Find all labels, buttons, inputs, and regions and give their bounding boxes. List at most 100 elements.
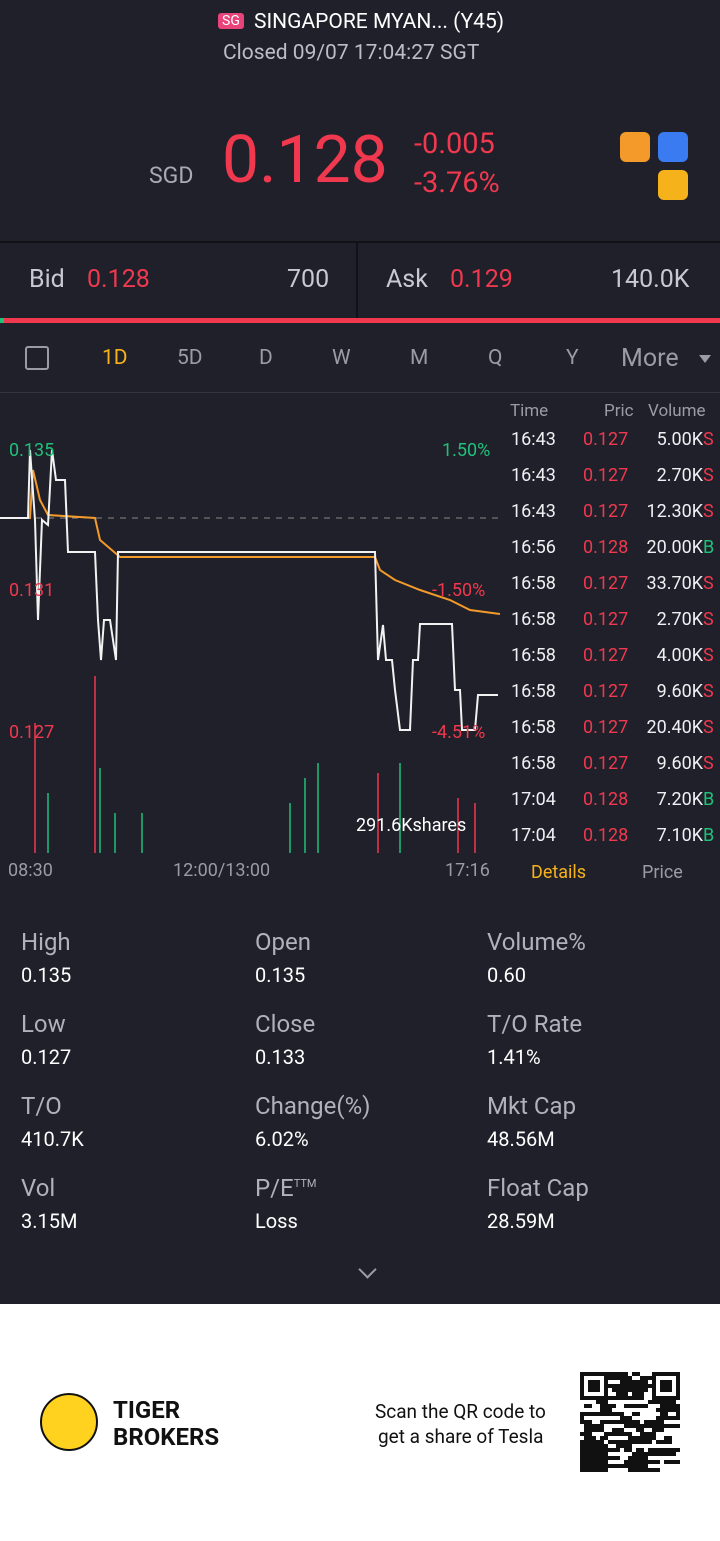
period-tab[interactable]: Q xyxy=(488,346,503,370)
qr-module xyxy=(616,1376,620,1380)
qr-module xyxy=(604,1456,608,1460)
quote-panel xyxy=(0,0,720,1304)
period-tab[interactable]: More xyxy=(621,344,679,373)
qr-module xyxy=(604,1468,608,1472)
qr-module xyxy=(624,1416,628,1420)
qr-module xyxy=(640,1452,644,1456)
qr-module xyxy=(628,1456,632,1460)
period-tab[interactable]: 1D xyxy=(102,346,128,370)
qr-module xyxy=(624,1384,628,1388)
icon[interactable] xyxy=(620,132,650,162)
qr-module xyxy=(668,1380,672,1384)
qr-module xyxy=(620,1380,624,1384)
qr-module xyxy=(644,1432,648,1436)
separator xyxy=(0,241,720,243)
icon[interactable] xyxy=(658,170,688,200)
qr-module xyxy=(676,1416,680,1420)
qr-module xyxy=(616,1432,620,1436)
qr-module xyxy=(656,1452,660,1456)
qr-module xyxy=(592,1456,596,1460)
trade-volume: 7.10K xyxy=(656,825,703,846)
qr-module xyxy=(668,1424,672,1428)
more-caret[interactable] xyxy=(699,355,711,363)
qr-module xyxy=(644,1384,648,1388)
qr-module xyxy=(620,1432,624,1436)
qr-module xyxy=(636,1436,640,1440)
qr-module xyxy=(604,1404,608,1408)
qr-module xyxy=(600,1396,604,1400)
period-tab[interactable]: W xyxy=(332,346,351,370)
qr-module xyxy=(640,1388,644,1392)
qr-module xyxy=(600,1456,604,1460)
period-tab[interactable]: Y xyxy=(566,346,579,370)
qr-module xyxy=(580,1380,584,1384)
qr-module xyxy=(664,1388,668,1392)
trade-side: S xyxy=(703,717,714,738)
qr-module xyxy=(644,1460,648,1464)
qr-module xyxy=(660,1384,664,1388)
qr-module xyxy=(624,1444,628,1448)
qr-module xyxy=(592,1448,596,1452)
trades-tab[interactable]: Price xyxy=(642,862,683,883)
qr-module xyxy=(588,1440,592,1444)
qr-module xyxy=(604,1420,608,1424)
qr-module xyxy=(668,1388,672,1392)
qr-module xyxy=(580,1376,584,1380)
qr-module xyxy=(588,1420,592,1424)
bid-ask-bar xyxy=(0,318,4,323)
qr-module xyxy=(672,1408,676,1412)
qr-module xyxy=(632,1372,636,1376)
qr-module xyxy=(644,1436,648,1440)
trade-time: 17:04 xyxy=(511,825,556,846)
qr-module xyxy=(664,1384,668,1388)
qr-module xyxy=(660,1408,664,1412)
qr-module xyxy=(596,1388,600,1392)
percent-axis-label: -1.50% xyxy=(432,580,486,601)
period-tab[interactable]: 5D xyxy=(177,346,203,370)
trade-time: 16:43 xyxy=(511,465,556,486)
trade-time: 16:58 xyxy=(511,753,556,774)
qr-module xyxy=(640,1424,644,1428)
qr-module xyxy=(620,1416,624,1420)
layout-icon[interactable] xyxy=(25,346,49,370)
qr-module xyxy=(672,1460,676,1464)
qr-module xyxy=(652,1428,656,1432)
qr-module xyxy=(636,1460,640,1464)
period-tab[interactable]: M xyxy=(410,346,429,370)
qr-module xyxy=(668,1404,672,1408)
qr-module xyxy=(616,1392,620,1396)
qr-module xyxy=(632,1412,636,1416)
qr-module xyxy=(592,1384,596,1388)
stat-value: Loss xyxy=(255,1209,298,1233)
qr-module xyxy=(656,1408,660,1412)
qr-module xyxy=(616,1464,620,1468)
qr-module xyxy=(640,1376,644,1380)
qr-module xyxy=(604,1464,608,1468)
stat-value: 48.56M xyxy=(487,1127,555,1151)
trade-volume: 2.70K xyxy=(656,609,703,630)
qr-module xyxy=(600,1404,604,1408)
period-tab[interactable]: D xyxy=(259,346,273,370)
qr-module xyxy=(668,1460,672,1464)
qr-module xyxy=(584,1428,588,1432)
stat-label: Volume% xyxy=(487,928,586,956)
time-axis-label: 17:16 xyxy=(445,860,490,881)
qr-module xyxy=(588,1384,592,1388)
qr-module xyxy=(624,1388,628,1392)
icon[interactable] xyxy=(658,132,688,162)
qr-module xyxy=(596,1428,600,1432)
qr-module xyxy=(660,1424,664,1428)
qr-module xyxy=(580,1416,584,1420)
qr-module xyxy=(624,1392,628,1396)
qr-code[interactable] xyxy=(580,1372,680,1472)
qr-module xyxy=(580,1384,584,1388)
qr-module xyxy=(600,1408,604,1412)
qr-module xyxy=(596,1396,600,1400)
qr-module xyxy=(664,1448,668,1452)
qr-module xyxy=(668,1416,672,1420)
trade-side: S xyxy=(703,609,714,630)
qr-module xyxy=(632,1388,636,1392)
trades-tab[interactable]: Details xyxy=(531,862,587,883)
qr-module xyxy=(628,1436,632,1440)
qr-module xyxy=(660,1440,664,1444)
